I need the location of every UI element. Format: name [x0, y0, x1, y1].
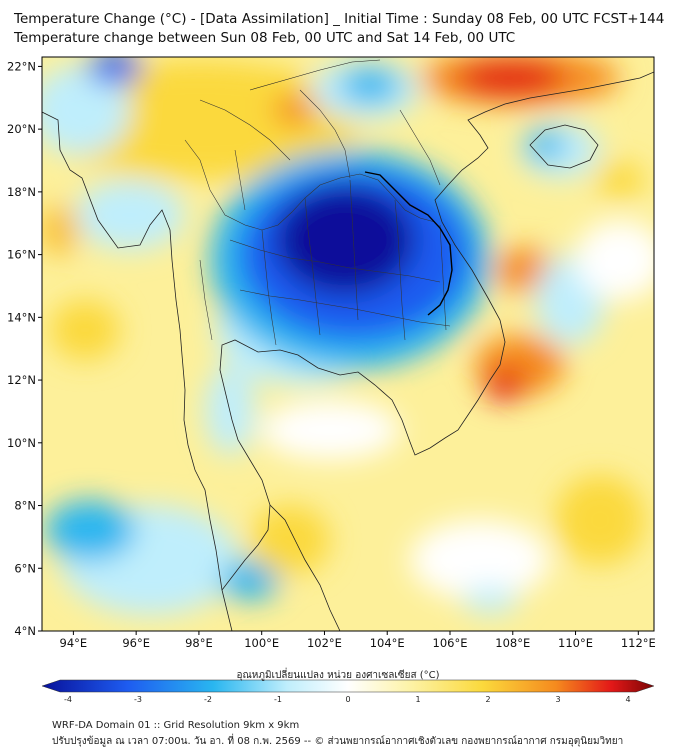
colorbar-tick-label: -1	[274, 695, 282, 704]
axis-ticks	[38, 65, 639, 635]
lat-label: 14°N	[7, 310, 36, 324]
chart-title: Temperature Change (°C) - [Data Assimila…	[14, 11, 665, 27]
footer-update-info: ปรับปรุงข้อมูล ณ เวลา 07:00น. วัน อา. ที…	[52, 736, 624, 747]
longitude-labels: 94°E 96°E 98°E 100°E 102°E 104°E 106°E 108°E 110…	[60, 636, 656, 650]
lon-label: 110°E	[558, 636, 593, 650]
lat-label: 16°N	[7, 248, 36, 262]
lat-label: 18°N	[7, 185, 36, 199]
lon-label: 98°E	[185, 636, 213, 650]
colorbar-tick-label: -2	[204, 695, 212, 704]
colorbar-bar	[41, 679, 655, 693]
lon-label: 94°E	[60, 636, 88, 650]
lat-label: 8°N	[14, 499, 36, 513]
chart-subtitle: Temperature change between Sun 08 Feb, 0…	[14, 30, 516, 46]
colorbar-tick-label: 1	[415, 695, 420, 704]
colorbar-tick-label: 4	[625, 695, 630, 704]
lon-label: 112°E	[621, 636, 656, 650]
colorbar-tick-label: -3	[134, 695, 142, 704]
lat-label: 10°N	[7, 436, 36, 450]
colorbar-tick-label: 0	[345, 695, 350, 704]
lat-label: 12°N	[7, 373, 36, 387]
coastlines	[42, 59, 654, 631]
colorbar: -4 -3 -2 -1 0 1 2 3 4	[41, 679, 655, 704]
colorbar-tick-label: 2	[485, 695, 490, 704]
lon-label: 106°E	[433, 636, 468, 650]
latitude-labels: 22°N 20°N 18°N 16°N 14°N 12°N 10°N 8°N 6°N 4°N	[7, 59, 36, 638]
lat-label: 4°N	[14, 624, 36, 638]
lon-label: 100°E	[244, 636, 279, 650]
lon-label: 102°E	[307, 636, 342, 650]
colorbar-label: อุณหภูมิเปลี่ยนแปลง หน่วย องศาเซลเซียส (…	[236, 670, 440, 681]
provincial-borders	[184, 89, 451, 346]
colorbar-tick-label: -4	[64, 695, 72, 704]
footer-model-info: WRF-DA Domain 01 :: Grid Resolution 9km …	[52, 720, 300, 731]
lat-label: 22°N	[7, 59, 36, 73]
temperature-field	[42, 57, 654, 631]
colorbar-tick-label: 3	[555, 695, 560, 704]
lon-label: 108°E	[495, 636, 530, 650]
map-frame	[41, 56, 655, 632]
colorbar-ticks: -4 -3 -2 -1 0 1 2 3 4	[64, 695, 631, 704]
lat-label: 20°N	[7, 122, 36, 136]
country-border	[364, 171, 453, 316]
lon-label: 96°E	[122, 636, 150, 650]
lon-label: 104°E	[370, 636, 405, 650]
lat-label: 6°N	[14, 561, 36, 575]
